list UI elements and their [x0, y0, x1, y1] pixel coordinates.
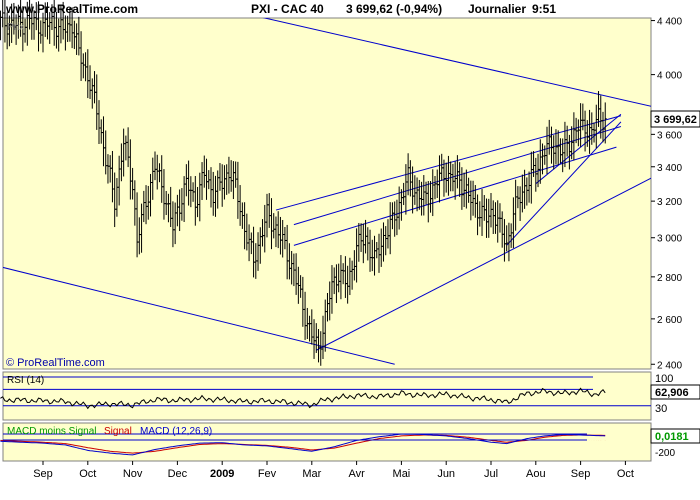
price-panel-label: Prix [7, 22, 24, 33]
price-y-tick-label: 3 600 [657, 130, 682, 141]
macd-panel [2, 422, 652, 462]
rsi-level-30-label: 30 [655, 403, 667, 415]
rsi-last-value: 62,906 [655, 387, 689, 399]
price-y-tick-label: 4 000 [657, 71, 682, 82]
macd-legend-macd: MACD (12,26,9) [140, 426, 212, 437]
x-axis: Sep Oct Nov Dec 2009 Fev Mar Avr Mai Jun Jul Aou Sep… [33, 461, 634, 480]
signal-line [0, 434, 606, 454]
price-y-tick-label: 2 600 [657, 315, 682, 326]
x-tick-label: Avr [348, 468, 365, 480]
price-y-tick-label: 3 400 [657, 163, 682, 174]
rsi-panel-label: RSI (14) [7, 375, 44, 386]
price-y-tick-label: 3 200 [657, 197, 682, 208]
x-tick-label: Oct [617, 468, 634, 480]
price-y-tick-label: 4 400 [657, 17, 682, 28]
rsi-level-labels: 100 30 [655, 373, 673, 415]
watermark: © ProRealTime.com [6, 357, 105, 369]
price-y-axis: 2 400 2 600 2 800 3 000 3 200 3 400 3 600 4 000… [651, 17, 682, 371]
x-tick-label: Jun [437, 468, 455, 480]
time-label: 9:51 [532, 2, 557, 16]
price-y-tick-label: 3 000 [657, 234, 682, 245]
macd-legend: MACD moins Signal Signal MACD (12,26,9) [7, 426, 212, 437]
x-tick-label: Aou [526, 468, 546, 480]
last-price-box: 3 699,62 [650, 110, 700, 128]
macd-last-value-box: 0,0181 [650, 428, 700, 444]
trendline[interactable] [0, 266, 395, 365]
x-tick-label: Jul [484, 468, 498, 480]
period-label: Journalier [468, 2, 527, 16]
price-y-tick-label: 2 800 [657, 273, 682, 284]
x-tick-label: Oct [79, 468, 96, 480]
rsi-level-100-label: 100 [655, 373, 673, 385]
x-tick-label: Sep [33, 468, 53, 480]
x-tick-label: Mai [393, 468, 411, 480]
macd-legend-hist: MACD moins Signal [7, 426, 96, 437]
rsi-line [0, 387, 606, 410]
x-tick-label: Sep [571, 468, 591, 480]
price-bars [0, 0, 607, 366]
macd-legend-signal: Signal [104, 426, 132, 437]
rsi-last-value-box: 62,906 [650, 384, 700, 400]
x-tick-label: Fev [258, 468, 277, 480]
rsi-panel [2, 371, 652, 421]
instrument-label: PXI - CAC 40 [251, 2, 324, 16]
x-tick-label: 2009 [210, 468, 234, 480]
trendline[interactable] [535, 113, 622, 185]
price-change-label: 3 699,62 (-0,94%) [346, 2, 443, 16]
trendline[interactable] [254, 15, 693, 115]
x-tick-label: Nov [123, 468, 143, 480]
x-tick-label: Dec [168, 468, 188, 480]
last-price-value: 3 699,62 [654, 114, 697, 126]
price-y-tick-label: 2 400 [657, 360, 682, 371]
trendline[interactable] [506, 121, 622, 246]
x-tick-label: Mar [302, 468, 321, 480]
macd-line [0, 433, 606, 456]
macd-last-value: 0,0181 [655, 431, 689, 443]
macd-y-tick-label: -200 [655, 448, 675, 459]
